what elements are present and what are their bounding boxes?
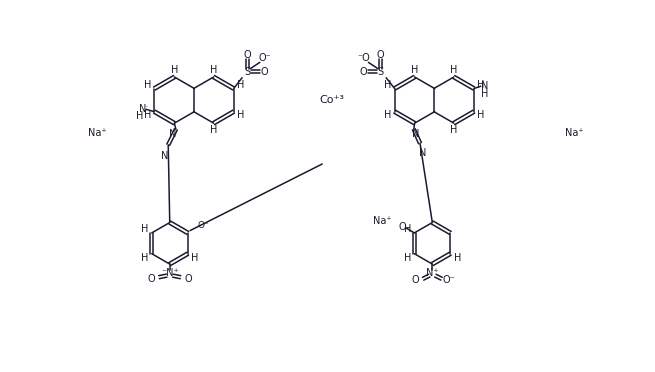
Text: Co⁺³: Co⁺³ (320, 95, 345, 105)
Text: N: N (160, 151, 168, 161)
Text: H: H (384, 80, 392, 90)
Text: N: N (169, 129, 176, 139)
Text: O: O (147, 275, 155, 285)
Text: S: S (378, 67, 384, 77)
Text: N: N (481, 81, 489, 91)
Text: N⁺: N⁺ (426, 268, 439, 278)
Text: O⁻: O⁻ (197, 221, 209, 230)
Text: O: O (377, 49, 384, 60)
Text: Na⁺: Na⁺ (88, 128, 107, 138)
Text: O: O (261, 67, 269, 77)
Text: H: H (136, 111, 143, 121)
Text: H: H (210, 125, 217, 135)
Text: O: O (360, 67, 367, 77)
Text: H: H (403, 224, 411, 234)
Text: O: O (411, 275, 419, 285)
Text: H: H (237, 80, 244, 90)
Text: H: H (384, 110, 392, 120)
Text: Na⁺: Na⁺ (565, 128, 584, 138)
Text: O: O (185, 275, 192, 285)
Text: H: H (143, 110, 151, 120)
Text: Na⁺: Na⁺ (373, 217, 391, 226)
Text: H: H (477, 110, 485, 120)
Text: ⁻: ⁻ (145, 107, 148, 112)
Text: O⁻: O⁻ (258, 53, 271, 63)
Text: H: H (481, 89, 489, 99)
Text: H: H (171, 65, 178, 75)
Text: H: H (141, 253, 149, 263)
Text: O: O (244, 49, 252, 60)
Text: H: H (450, 125, 458, 135)
Text: H: H (141, 224, 149, 234)
Text: H: H (411, 65, 419, 75)
Text: H: H (237, 110, 244, 120)
Text: H: H (450, 65, 458, 75)
Text: O: O (398, 222, 406, 232)
Text: O⁻: O⁻ (443, 275, 456, 285)
Text: N: N (413, 129, 420, 139)
Text: H: H (453, 253, 461, 263)
Text: H: H (191, 253, 198, 263)
Text: N: N (419, 148, 427, 158)
Text: S: S (244, 67, 251, 77)
Text: H: H (477, 80, 485, 90)
Text: ⁻: ⁻ (479, 84, 483, 89)
Text: ⁻O: ⁻O (358, 53, 370, 63)
Text: N: N (139, 104, 147, 114)
Text: H: H (210, 65, 217, 75)
Text: H: H (143, 80, 151, 90)
Text: H: H (403, 253, 411, 263)
Text: ⁻N⁺: ⁻N⁺ (161, 268, 179, 278)
